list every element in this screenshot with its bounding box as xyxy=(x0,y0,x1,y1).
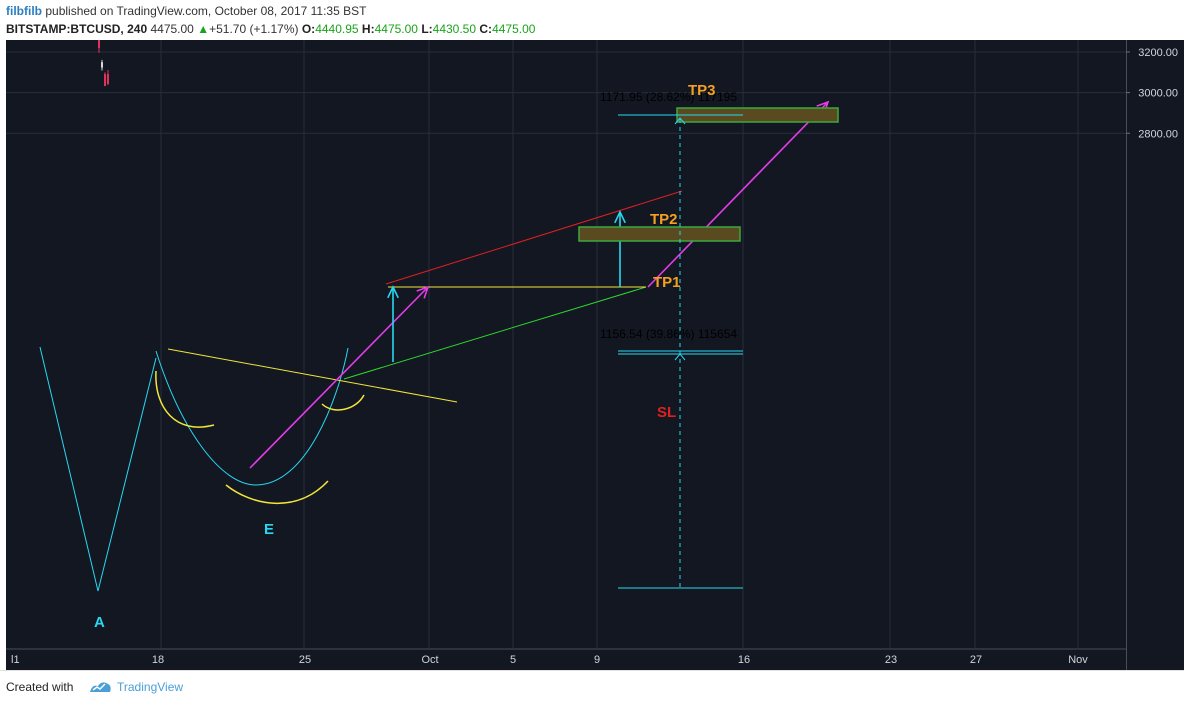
magenta-path-arrow-1 xyxy=(249,286,429,469)
price-tick-label: 3000.00 xyxy=(1138,88,1178,100)
created-with-label: Created with xyxy=(6,680,74,694)
candle-body xyxy=(98,40,100,48)
time-axis-label: 25 xyxy=(299,654,311,666)
left-shoulder-arc xyxy=(155,370,215,428)
time-axis-label: Nov xyxy=(1068,654,1088,666)
tp2-target-box xyxy=(578,226,741,242)
time-axis-label: 16 xyxy=(738,654,750,666)
time-axis-label: 27 xyxy=(970,654,982,666)
low-value: 4430.50 xyxy=(432,22,477,36)
high-label: H: xyxy=(361,22,375,36)
descending-trendline xyxy=(167,348,458,403)
change-up-icon: ▲ xyxy=(197,22,210,36)
tp3-label: TP3 xyxy=(688,82,716,99)
price-tick-label: 3200.00 xyxy=(1138,47,1178,59)
open-label: O: xyxy=(301,22,316,36)
candles-group xyxy=(98,40,109,87)
high-value: 4475.00 xyxy=(374,22,418,36)
last-price: 4475.00 xyxy=(150,22,194,36)
time-axis-label: 9 xyxy=(594,654,600,666)
rising-support-line xyxy=(343,286,647,380)
point-e-label: E xyxy=(264,521,274,538)
time-axis-label: 5 xyxy=(510,654,516,666)
open-value: 4440.95 xyxy=(315,22,359,36)
candle-body xyxy=(101,62,103,68)
price-tick-label: 2800.00 xyxy=(1138,128,1178,140)
footer: Created with TradingView xyxy=(0,670,1184,705)
symbol-label: BITSTAMP:BTCUSD, 240 xyxy=(6,22,148,36)
magenta-path-arrow-1-head xyxy=(416,285,430,299)
publish-line: filbfilb published on TradingView.com, O… xyxy=(6,4,366,18)
time-axis-label: 23 xyxy=(885,654,897,666)
candle-body xyxy=(104,74,106,87)
magenta-path-arrow-2 xyxy=(647,101,829,288)
close-value: 4475.00 xyxy=(492,22,536,36)
chart-header: filbfilb published on TradingView.com, O… xyxy=(0,0,1184,40)
chart-pane[interactable]: l1 18 25 Oct 5 9 16 23 27 Nov 1171.95 (28.62%) 117… xyxy=(6,40,1126,670)
quote-line: BITSTAMP:BTCUSD, 240 4475.00 ▲+51.70 (+1… xyxy=(6,22,535,36)
point-a-label: A xyxy=(94,614,105,631)
measure-mid-arrow-icon xyxy=(674,353,686,361)
measure-top-label: 1171.95 (28.62%) 117195 xyxy=(600,90,737,104)
cyan-target-arrow-2-head xyxy=(614,210,626,224)
cyan-target-arrow-1-head xyxy=(387,285,399,299)
price-chart-canvas[interactable]: l1 18 25 Oct 5 9 16 23 27 Nov 1171.95 (28.62%) 117… xyxy=(6,40,1126,670)
tradingview-logo-icon[interactable] xyxy=(88,678,112,696)
published-text: published on TradingView.com, October 08… xyxy=(45,4,367,18)
change-value: +51.70 (+1.17%) xyxy=(209,22,299,36)
low-label: L: xyxy=(421,22,433,36)
measure-top-arrow-icon xyxy=(674,117,686,125)
v-bottom-pattern-line xyxy=(39,346,157,592)
time-axis-label: Oct xyxy=(421,654,438,666)
right-shoulder-arc xyxy=(321,394,365,411)
stop-loss-label: SL xyxy=(657,404,676,421)
close-label: C: xyxy=(479,22,493,36)
author-name[interactable]: filbfilb xyxy=(6,4,42,18)
price-axis-canvas[interactable]: 5600.005400.005200.005000.004800.004600.… xyxy=(1126,6,1184,670)
measure-bottom-label: 1156.54 (39.86%) 115654 xyxy=(600,327,737,341)
price-axis[interactable]: 5600.005400.005200.005000.004800.004600.… xyxy=(1126,6,1184,670)
time-axis-label: l1 xyxy=(11,654,20,666)
time-axis-label: 18 xyxy=(152,654,164,666)
tradingview-link[interactable]: TradingView xyxy=(117,680,184,694)
cup-pattern-curve xyxy=(155,347,349,486)
candle-body xyxy=(107,74,109,84)
upper-channel-line xyxy=(385,190,683,285)
tp1-label: TP1 xyxy=(653,274,681,291)
head-arc xyxy=(225,480,329,504)
tp2-label: TP2 xyxy=(650,211,678,228)
